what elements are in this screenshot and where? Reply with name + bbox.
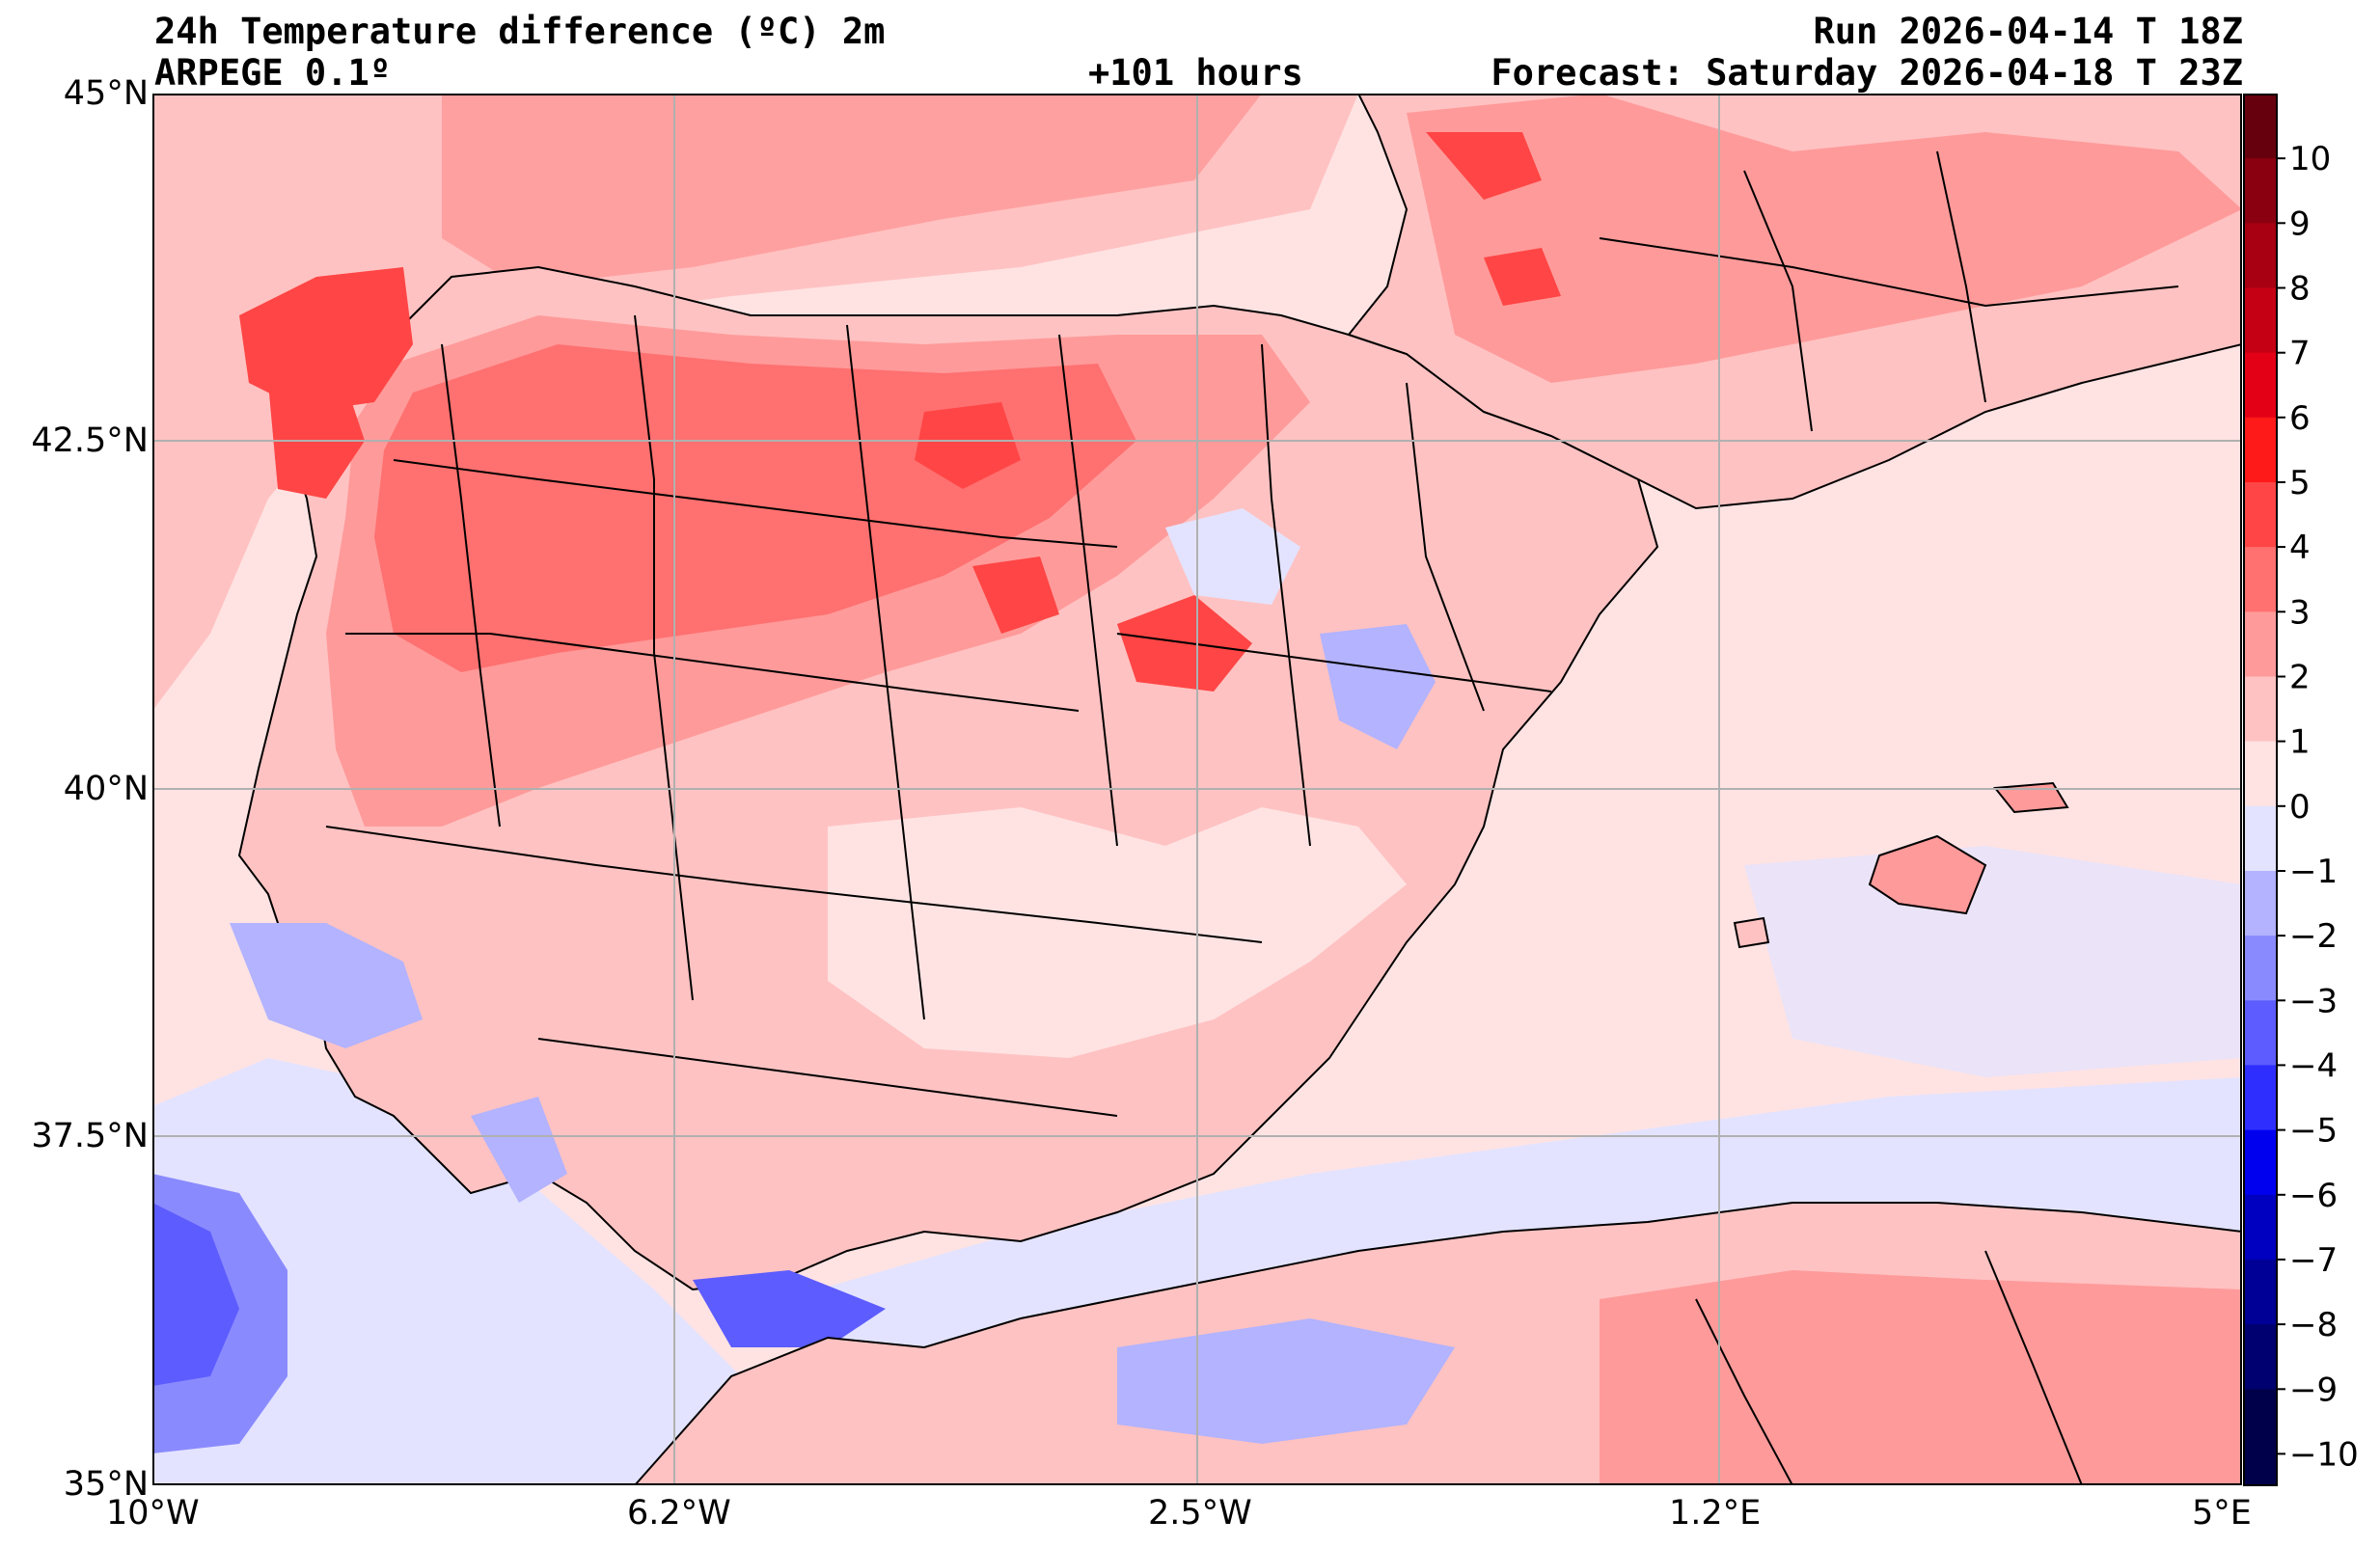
colorbar-label: 6 bbox=[2289, 399, 2311, 438]
colorbar-segment bbox=[2243, 1389, 2278, 1455]
lon-label-5e: 5°E bbox=[2192, 1494, 2252, 1533]
colorbar-segment bbox=[2243, 94, 2278, 160]
colorbar-segment bbox=[2243, 417, 2278, 483]
colorbar-label: 9 bbox=[2289, 204, 2311, 243]
colorbar-segment bbox=[2243, 1194, 2278, 1261]
colorbar-label: 7 bbox=[2289, 335, 2311, 373]
atlantic-warm-band bbox=[152, 94, 1358, 711]
colorbar-segment bbox=[2243, 741, 2278, 807]
colorbar-label: −3 bbox=[2289, 982, 2338, 1020]
colorbar-label: 3 bbox=[2289, 593, 2311, 632]
colorbar-segment bbox=[2243, 936, 2278, 1002]
colorbar-segment bbox=[2243, 352, 2278, 419]
colorbar-segment bbox=[2243, 1065, 2278, 1131]
colorbar-label: −5 bbox=[2289, 1112, 2338, 1151]
colorbar-segment bbox=[2243, 1259, 2278, 1326]
colorbar-label: 4 bbox=[2289, 529, 2311, 567]
colorbar-label: −10 bbox=[2289, 1435, 2359, 1474]
colorbar-label: −9 bbox=[2289, 1371, 2338, 1409]
biscay-warm-band bbox=[442, 94, 1262, 286]
colorbar-label: −7 bbox=[2289, 1241, 2338, 1280]
colorbar-label: 1 bbox=[2289, 723, 2311, 762]
lat-label-45n: 45°N bbox=[63, 74, 149, 113]
colorbar-segment bbox=[2243, 805, 2278, 872]
lon-label-1-2e: 1.2°E bbox=[1669, 1494, 1762, 1533]
lon-label-2-5w: 2.5°W bbox=[1148, 1494, 1252, 1533]
colorbar-segment bbox=[2243, 611, 2278, 678]
temperature-difference-map bbox=[152, 94, 2242, 1485]
run-time: Run 2026-04-14 T 18Z bbox=[1813, 11, 2243, 52]
map-title: 24h Temperature difference (ºC) 2m bbox=[154, 11, 886, 52]
colorbar-label: 8 bbox=[2289, 270, 2311, 309]
lat-label-42-5n: 42.5°N bbox=[31, 421, 149, 460]
colorbar-segment bbox=[2243, 1129, 2278, 1196]
forecast-time: Forecast: Saturday 2026-04-18 T 23Z bbox=[1491, 52, 2243, 94]
province-borders bbox=[325, 150, 2179, 1485]
colorbar-segment bbox=[2243, 1000, 2278, 1067]
gridlines bbox=[152, 94, 2242, 1485]
colorbar-segment bbox=[2243, 1324, 2278, 1391]
colorbar-label: −6 bbox=[2289, 1177, 2338, 1215]
colorbar-label: 0 bbox=[2289, 788, 2311, 827]
model-label: ARPEGE 0.1º bbox=[154, 52, 392, 94]
colorbar-segment bbox=[2243, 287, 2278, 354]
colorbar-outline bbox=[2243, 94, 2278, 1486]
lon-label-6-2w: 6.2°W bbox=[627, 1494, 731, 1533]
colorbar-label: −1 bbox=[2289, 853, 2338, 891]
atlantic-cold-area bbox=[152, 1058, 886, 1485]
colorbar-segment bbox=[2243, 547, 2278, 613]
colorbar-segment bbox=[2243, 871, 2278, 937]
colorbar-segment bbox=[2243, 676, 2278, 743]
mallorca bbox=[1868, 834, 1987, 915]
colorbar-segment bbox=[2243, 482, 2278, 549]
colorbar-label: 10 bbox=[2289, 140, 2331, 178]
lat-label-37-5n: 37.5°N bbox=[31, 1117, 149, 1155]
colorbar-label: −8 bbox=[2289, 1306, 2338, 1344]
colorbar-segment bbox=[2243, 1453, 2278, 1486]
colorbar-label: −4 bbox=[2289, 1046, 2338, 1085]
colorbar-label: 5 bbox=[2289, 464, 2311, 502]
lat-label-35n: 35°N bbox=[63, 1465, 149, 1504]
colorbar-segment bbox=[2243, 158, 2278, 225]
lon-label-10w: 10°W bbox=[106, 1494, 200, 1533]
colorbar-label: −2 bbox=[2289, 917, 2338, 956]
lead-time: +101 hours bbox=[1088, 52, 1303, 94]
lat-label-40n: 40°N bbox=[63, 770, 149, 808]
colorbar-segment bbox=[2243, 223, 2278, 289]
ibiza bbox=[1733, 916, 1770, 949]
colorbar-label: 2 bbox=[2289, 659, 2311, 697]
menorca bbox=[1993, 781, 2069, 814]
